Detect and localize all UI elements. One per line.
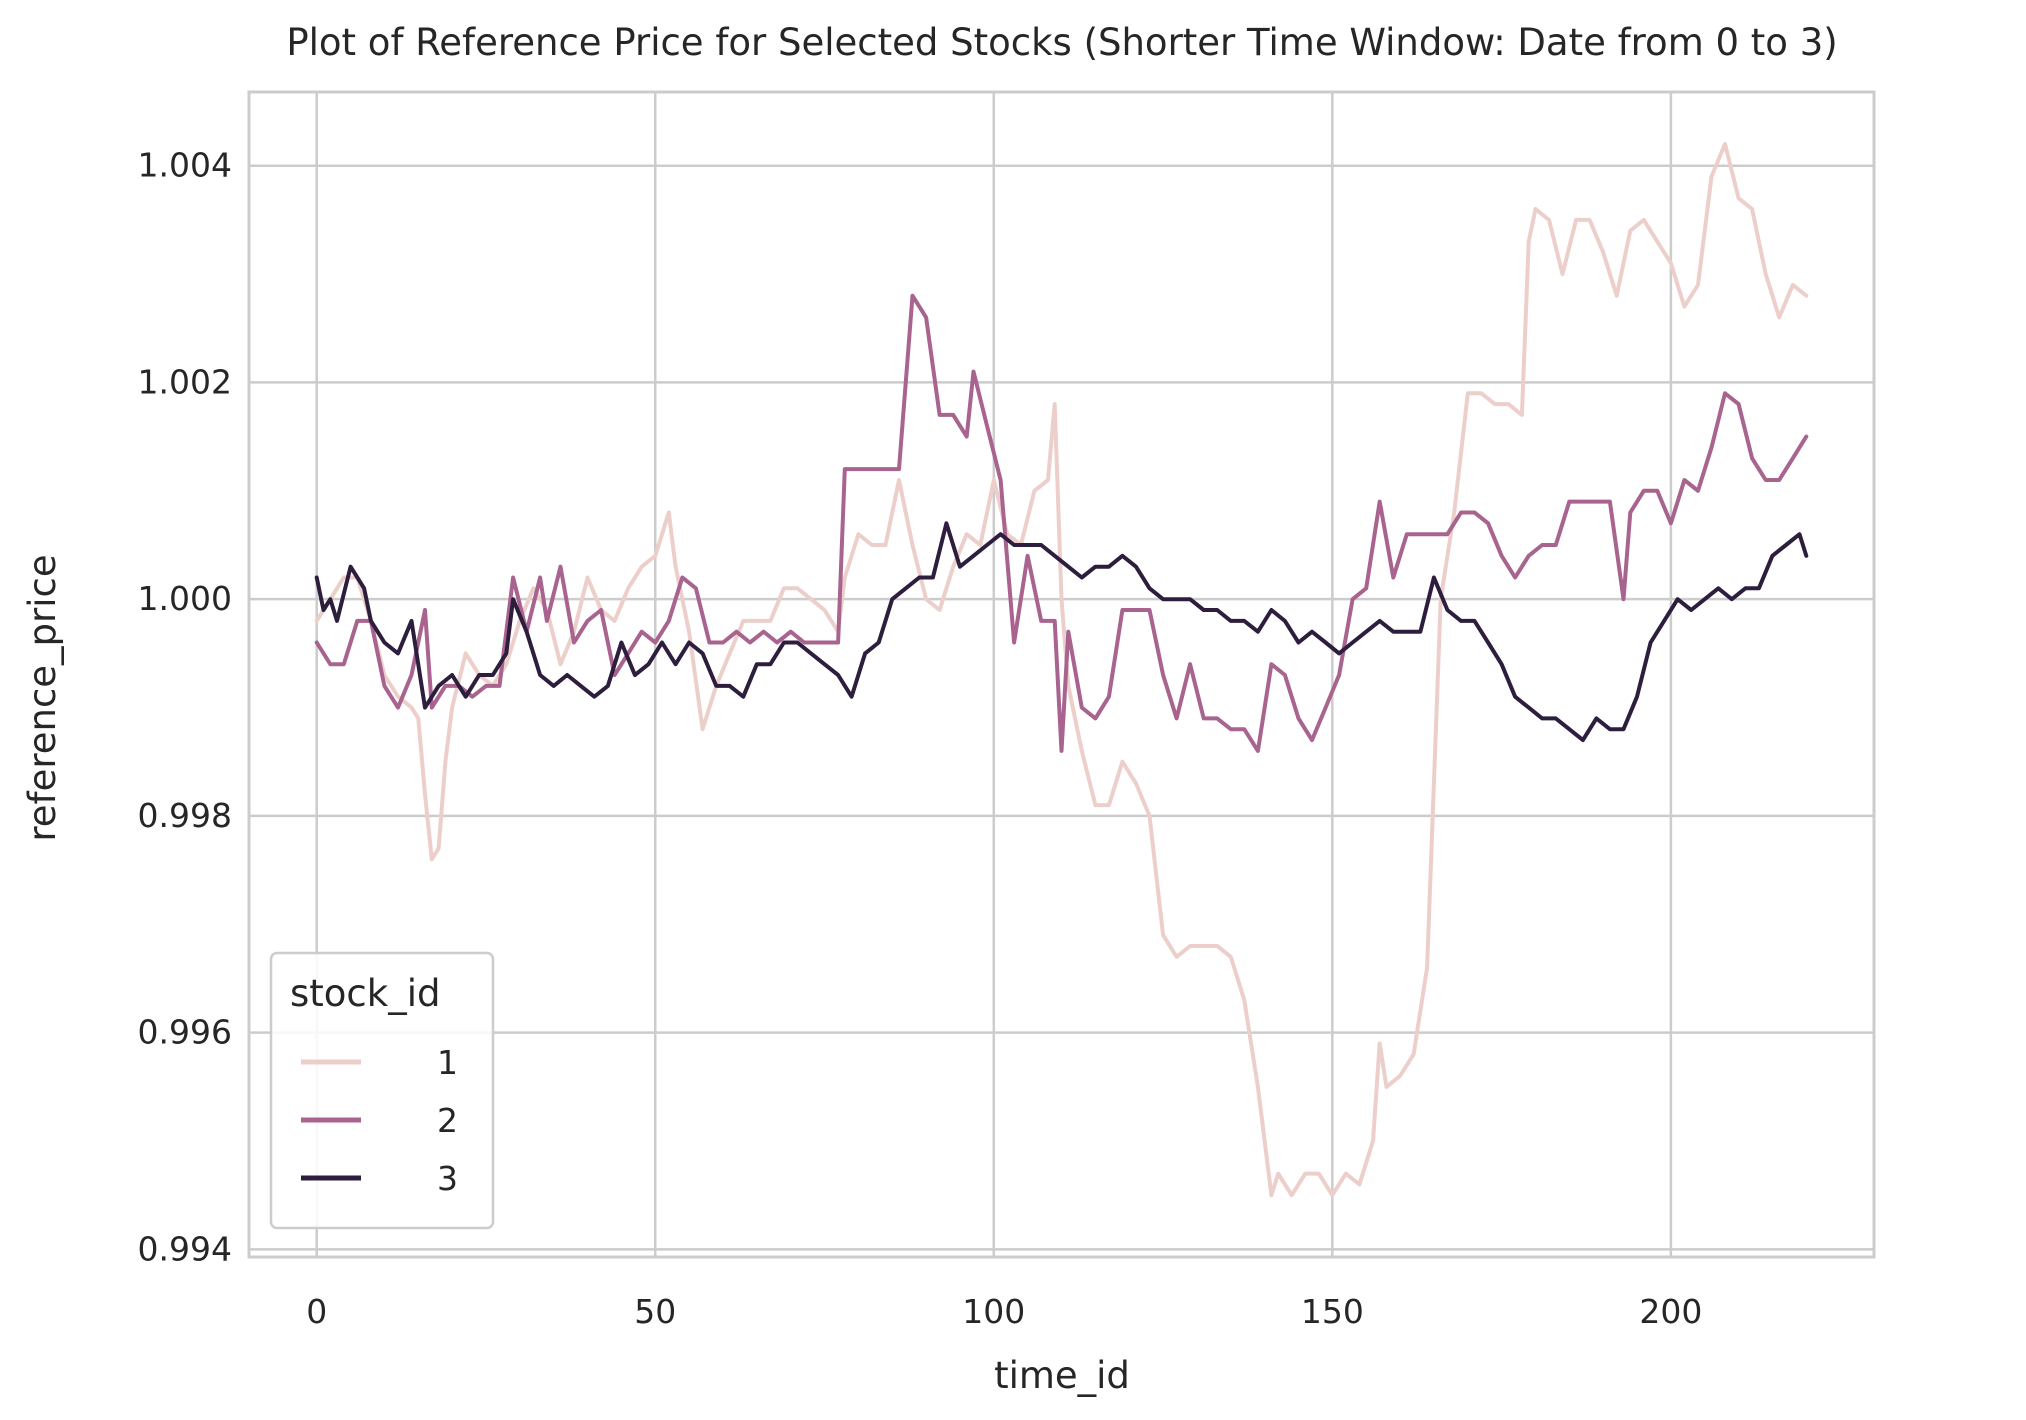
legend-label-3: 3 <box>437 1159 458 1198</box>
legend: stock_id 1 2 3 <box>269 951 495 1230</box>
chart-title: Plot of Reference Price for Selected Sto… <box>286 21 1837 64</box>
x-tick-label: 0 <box>306 1292 327 1331</box>
x-tick-label: 50 <box>634 1292 676 1331</box>
y-axis-label: reference_price <box>21 554 64 841</box>
y-tick-label: 1.002 <box>138 362 232 401</box>
x-tick-label: 150 <box>1301 1292 1364 1331</box>
series-line-3 <box>314 521 1809 743</box>
y-tick-label: 0.998 <box>138 796 232 835</box>
y-tick-labels: 0.994 0.996 0.998 1.000 1.002 1.004 <box>138 146 232 1269</box>
y-tick-label: 0.996 <box>138 1013 232 1052</box>
legend-box <box>269 951 495 1230</box>
y-tick-label: 1.004 <box>138 146 232 185</box>
x-tick-labels: 0 50 100 150 200 <box>306 1292 1702 1331</box>
series-line-2 <box>314 293 1809 753</box>
legend-label-2: 2 <box>437 1101 458 1140</box>
x-axis-label: time_id <box>994 1354 1130 1397</box>
x-tick-label: 200 <box>1639 1292 1702 1331</box>
legend-label-1: 1 <box>437 1043 458 1082</box>
plot-frame <box>247 90 1876 1259</box>
legend-title: stock_id <box>290 972 440 1015</box>
y-tick-label: 0.994 <box>138 1229 232 1268</box>
series-layer <box>314 142 1809 1198</box>
x-tick-label: 100 <box>962 1292 1025 1331</box>
y-tick-label: 1.000 <box>138 579 232 618</box>
